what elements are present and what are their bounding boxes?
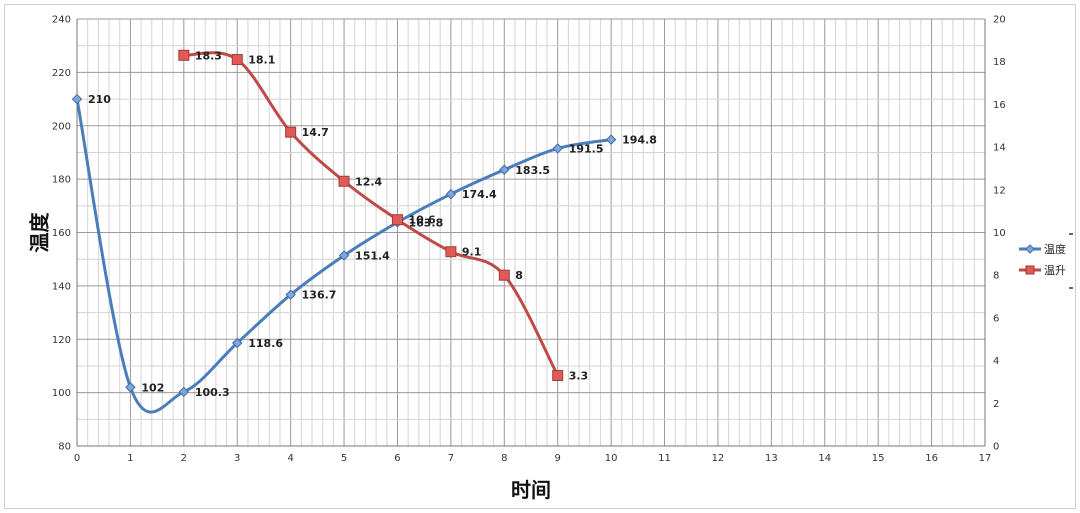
data-point-marker [178,49,190,61]
y-tick-label: 80 [58,442,71,453]
data-label: 136.7 [302,289,337,302]
data-label: 14.7 [302,126,329,139]
y-axis-title: 温度 [28,212,52,253]
data-label: 100.3 [195,386,230,399]
y-tick-label: 220 [52,68,71,79]
x-tick-label: 16 [925,453,938,464]
axes [76,19,986,447]
x-tick-label: 7 [448,453,454,464]
legend-marker [1025,265,1035,275]
data-label: 102 [141,381,164,394]
x-tick-label: 17 [979,453,992,464]
data-point-marker [445,246,457,258]
data-point-marker [338,175,350,187]
x-tick-label: 9 [555,453,561,464]
data-point-marker [499,164,510,175]
y2-tick-label: 14 [993,143,1006,154]
data-point-marker [71,93,83,105]
y-tick-label: 100 [52,388,71,399]
y2-tick-label: 18 [993,57,1006,68]
x-tick-label: 8 [501,453,507,464]
y2-tick-label: 12 [993,185,1006,196]
y2-tick-label: 20 [993,15,1006,26]
data-label: 163.8 [408,216,443,229]
data-label: 194.8 [622,134,657,147]
data-point-marker [285,126,297,138]
x-tick-label: 5 [341,453,347,464]
y2-tick-label: 0 [993,442,999,453]
y2-tick-label: 10 [993,228,1006,239]
y2-tick-label: 6 [993,313,999,324]
data-label: 210 [88,93,111,106]
x-tick-label: 3 [234,453,240,464]
y2-tick-label: 16 [993,100,1006,111]
data-label: 151.4 [355,249,390,262]
data-label: 118.6 [248,337,283,350]
series-line-2 [183,51,560,377]
data-labels: 210 102 100.3 118.6 136.7 151.4 163.8 174.4 183.… [88,49,657,399]
tick-labels: 0 1 2 3 4 5 6 7 8 9 10 11 12 13 14 15 16 1780100120140160… [52,15,1006,465]
y-tick-label: 200 [52,121,71,132]
data-point-marker [552,370,564,382]
x-tick-label: 12 [712,453,725,464]
data-point-marker [498,269,510,281]
x-tick-label: 4 [287,453,293,464]
data-label: 8 [515,269,523,282]
y-tick-label: 180 [52,175,71,186]
y-tick-label: 240 [52,15,71,26]
chart-frame: 0 1 2 3 4 5 6 7 8 9 10 11 12 13 14 15 16 17 80 100 120 140 160… [4,4,1076,509]
y-tick-label: 140 [52,281,71,292]
data-point-marker [178,386,190,398]
data-point-marker [232,337,243,349]
data-label: 9.1 [462,246,482,259]
x-tick-label: 2 [181,453,187,464]
data-label: 191.5 [569,142,604,155]
x-tick-label: 6 [394,453,400,464]
x-tick-label: 0 [74,453,80,464]
x-tick-label: 10 [605,453,618,464]
y2-tick-label: 8 [993,271,999,282]
series-markers [71,49,617,398]
data-label: 18.1 [248,54,275,67]
legend-entry: 温度 [1044,242,1066,256]
legend-entry: 温升 [1044,264,1066,277]
data-label: 12.4 [355,175,382,188]
data-point-marker [231,54,243,66]
y-tick-label: 120 [52,335,71,346]
x-tick-label: 13 [765,453,778,464]
data-point-marker [125,382,136,393]
data-point-marker [445,188,457,200]
data-point-marker [552,143,563,154]
x-tick-label: 11 [658,453,671,464]
y2-tick-label: 4 [993,356,999,367]
grid [76,18,986,447]
x-tick-label: 1 [127,453,133,464]
data-point-marker [338,250,350,261]
data-label: 18.3 [195,49,222,62]
y-tick-label: 160 [52,228,71,239]
data-point-marker [605,134,617,145]
data-label: 10.6 [408,214,435,227]
line-chart: 0 1 2 3 4 5 6 7 8 9 10 11 12 13 14 15 16 1780100120140160… [28,15,1073,502]
x-axis-title: 时间 [511,478,551,502]
data-label: 174.4 [462,188,497,201]
data-label: 183.5 [515,164,550,177]
legend-marker [1025,244,1035,254]
y2-tick-label: 2 [993,399,999,410]
data-point-marker [391,214,403,226]
x-tick-label: 14 [818,453,831,464]
x-tick-label: 15 [872,453,885,464]
data-label: 3.3 [569,370,589,383]
data-point-marker [285,289,296,300]
